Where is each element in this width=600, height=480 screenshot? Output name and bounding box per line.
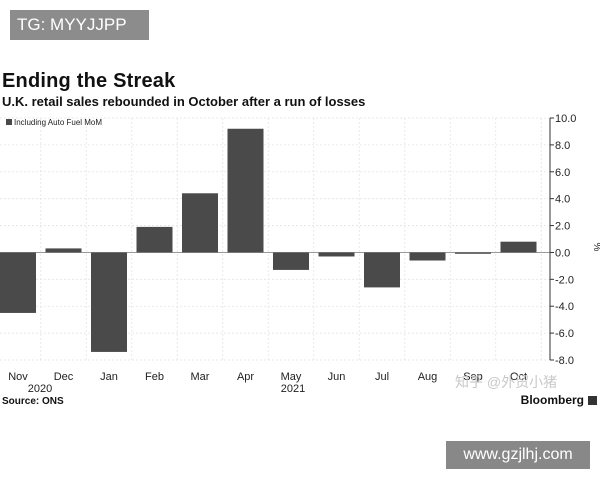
y-tick-label: 6.0 — [555, 167, 570, 179]
y-tick-label: -8.0 — [555, 355, 574, 367]
legend: Including Auto Fuel MoM — [6, 118, 102, 127]
y-tick-label: 0.0 — [555, 247, 570, 259]
x-tick-label: Nov — [8, 371, 28, 383]
zhihu-watermark: 知乎 @外贸小猪 — [455, 374, 558, 390]
bar-feb — [136, 226, 173, 253]
chart-title: Ending the Streak — [2, 70, 176, 92]
x-tick-label: Oct — [510, 371, 527, 383]
axes: 10.0 8.0 6.0 4.0 2.0 0.0 -2.0 -4.0 -6.0 -8.0% Nov D… — [8, 113, 600, 395]
y-tick-label: 8.0 — [555, 140, 570, 152]
bar-aug — [409, 252, 446, 261]
source-note: Source: ONS — [2, 396, 64, 407]
bar-jan — [91, 252, 127, 352]
legend-label: Including Auto Fuel MoM — [14, 118, 102, 127]
bar-chart: 10.0 8.0 6.0 4.0 2.0 0.0 -2.0 -4.0 -6.0 -8.0% Nov D… — [0, 113, 600, 395]
x-tick-label: Aug — [418, 371, 438, 383]
y-tick-label: -6.0 — [555, 328, 574, 340]
chart-subtitle: U.K. retail sales rebounded in October a… — [2, 94, 366, 109]
bar-may — [273, 252, 309, 270]
x-tick-label: Jun — [328, 371, 346, 383]
site-watermark-badge: www.gzjlhj.com — [446, 441, 590, 469]
bars — [0, 128, 537, 352]
y-axis-unit-label: % — [591, 242, 600, 251]
y-tick-label: -4.0 — [555, 301, 574, 313]
x-tick-label: May — [281, 371, 302, 383]
y-tick-label: 10.0 — [555, 113, 576, 125]
bloomberg-mark-icon — [588, 396, 597, 405]
x-tick-label: Mar — [191, 371, 210, 383]
year-label: 2021 — [281, 383, 305, 395]
legend-swatch — [6, 119, 12, 125]
bar-sep — [455, 252, 491, 254]
bloomberg-logo: Bloomberg — [520, 393, 584, 407]
bar-nov — [0, 252, 36, 313]
bar-oct — [500, 241, 537, 253]
year-label: 2020 — [28, 383, 52, 395]
x-tick-label: Feb — [145, 371, 164, 383]
x-tick-label: Dec — [54, 371, 74, 383]
bar-mar — [182, 193, 218, 253]
grid-lines — [0, 117, 550, 361]
bar-jul — [364, 252, 400, 288]
bar-jun — [318, 252, 355, 257]
y-tick-label: -2.0 — [555, 274, 574, 286]
y-tick-label: 2.0 — [555, 221, 570, 233]
x-tick-label: Jul — [375, 371, 389, 383]
y-tick-label: 4.0 — [555, 194, 570, 206]
bar-dec — [45, 248, 82, 253]
x-tick-label: Sep — [463, 371, 483, 383]
x-tick-label: Apr — [237, 371, 254, 383]
bar-apr — [227, 128, 264, 253]
tg-watermark-badge: TG: MYYJJPP — [10, 10, 149, 40]
x-tick-label: Jan — [100, 371, 118, 383]
